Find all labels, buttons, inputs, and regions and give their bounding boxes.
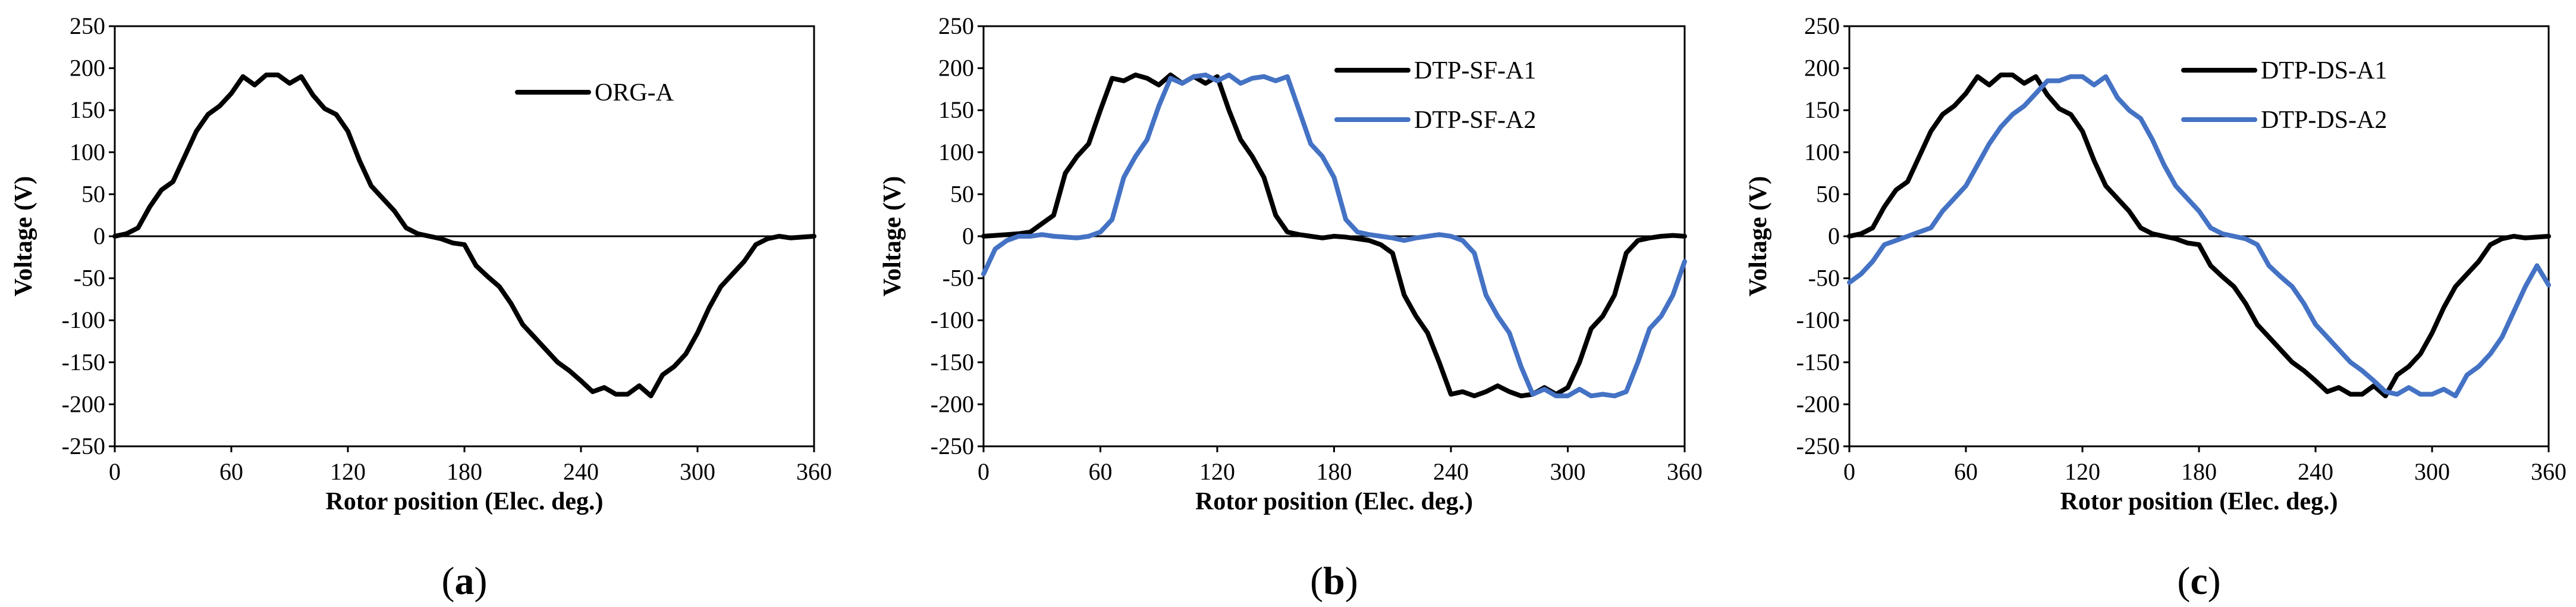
panel-c-y-tick-label: 200: [1804, 55, 1840, 82]
panel-c-y-tick-label: 100: [1804, 139, 1840, 165]
panel-b-y-tick-label: 250: [938, 12, 974, 39]
panel-a-caption-letter: a: [455, 559, 475, 603]
panel-c-series-line-2: [1847, 74, 2551, 399]
panel-a-y-tick-label: 250: [70, 12, 105, 39]
panel-b-y-tick-label: 150: [938, 96, 974, 123]
panel-a-x-tick-label: 300: [680, 458, 715, 485]
panel-a-y-tick-label: 50: [81, 180, 105, 207]
panel-a-y-tick-label: 200: [70, 55, 105, 82]
panel-c-y-tick-label: 50: [1816, 180, 1840, 207]
panel-a-caption-open: (: [442, 559, 455, 603]
panel-c-legend-label-1: DTP-DS-A1: [2261, 57, 2387, 85]
panel-b-caption-close: ): [1345, 559, 1358, 603]
panel-a-series-line-1: [112, 72, 816, 399]
panel-a-x-tick-label: 240: [563, 458, 599, 485]
panel-b-y-tick-label: -200: [931, 390, 974, 417]
panel-a-y-tick-label: -100: [62, 306, 105, 333]
panel-c-x-tick-label: 360: [2531, 458, 2566, 485]
panel-a-x-tick-label: 360: [796, 458, 832, 485]
panel-c-y-tick-label: -250: [1796, 433, 1840, 459]
panel-b-x-tick-label: 180: [1317, 458, 1352, 485]
panel-c-x-tick-label: 240: [2298, 458, 2333, 485]
panel-c-caption: (c): [2177, 559, 2220, 603]
panel-a-y-tick-label: 150: [70, 96, 105, 123]
panel-b-x-tick-label: 360: [1667, 458, 1702, 485]
panel-a-y-tick-label: -200: [62, 390, 105, 417]
panel-b-x-tick-label: 0: [978, 458, 989, 485]
panel-b-y-tick-label: -100: [931, 306, 974, 333]
panel-a-y-tick-label: 100: [70, 139, 105, 165]
panel-c-y-tick-label: -200: [1796, 390, 1840, 417]
panel-b-caption-open: (: [1310, 559, 1323, 603]
panel-a-y-tick-label: -150: [62, 349, 105, 376]
panel-c-y-tick-label: 250: [1804, 12, 1840, 39]
panel-b-legend-label-1: DTP-SF-A1: [1414, 57, 1536, 85]
panel-c-y-tick-label: 0: [1828, 223, 1840, 249]
panel-b-y-tick-label: -250: [931, 433, 974, 459]
panel-a-y-tick-label: -250: [62, 433, 105, 459]
panel-c-y-tick-label: 150: [1804, 96, 1840, 123]
panel-b-x-tick-label: 60: [1089, 458, 1113, 485]
panel-b-y-tick-label: 200: [938, 55, 974, 82]
panel-b-y-tick-label: 50: [950, 180, 974, 207]
panel-a-x-tick-label: 180: [447, 458, 482, 485]
panel-c-y-axis-label: Voltage (V): [1745, 176, 1772, 297]
panel-a-y-tick-label: -50: [74, 265, 105, 292]
panel-a-caption: (a): [442, 559, 488, 603]
panel-c-y-tick-label: -50: [1808, 265, 1840, 292]
panel-c-x-tick-label: 300: [2414, 458, 2450, 485]
panel-b-legend-label-2: DTP-SF-A2: [1414, 107, 1536, 134]
panel-b-y-tick-label: 100: [938, 139, 974, 165]
panel-c-y-tick-label: -100: [1796, 306, 1840, 333]
panel-c-series-line-1: [1847, 72, 2551, 399]
panel-c-x-axis-label: Rotor position (Elec. deg.): [2060, 488, 2338, 515]
panel-c-caption-close: ): [2208, 559, 2221, 603]
panel-b-series-line-1: [981, 72, 1687, 399]
panel-a-caption-close: ): [475, 559, 488, 603]
panel-c-caption-letter: c: [2190, 559, 2207, 603]
panel-b-y-tick-label: -50: [943, 265, 974, 292]
panel-a-x-axis-label: Rotor position (Elec. deg.): [325, 488, 603, 515]
panel-b-x-tick-label: 240: [1433, 458, 1469, 485]
panel-a-x-tick-label: 120: [330, 458, 366, 485]
panel-b-caption: (b): [1310, 559, 1358, 603]
panel-b-x-tick-label: 300: [1550, 458, 1586, 485]
panel-b-caption-letter: b: [1323, 559, 1345, 603]
panel-a-y-tick-label: 0: [93, 223, 105, 249]
panel-a-x-tick-label: 60: [219, 458, 243, 485]
panel-c-y-tick-label: -150: [1796, 349, 1840, 376]
panel-c-x-tick-label: 120: [2065, 458, 2100, 485]
panel-b-y-axis-label: Voltage (V): [879, 176, 906, 297]
panel-b-y-tick-label: 0: [962, 223, 974, 249]
panel-c-x-tick-label: 0: [1843, 458, 1855, 485]
panel-c-x-tick-label: 180: [2181, 458, 2217, 485]
panel-b-x-axis-label: Rotor position (Elec. deg.): [1195, 488, 1473, 515]
panel-a-y-axis-label: Voltage (V): [10, 176, 37, 297]
panel-b-y-tick-label: -150: [931, 349, 974, 376]
panel-c-legend-label-2: DTP-DS-A2: [2261, 107, 2387, 134]
panel-b-series-line-2: [981, 72, 1687, 399]
panel-b-x-tick-label: 120: [1199, 458, 1235, 485]
panel-a-x-tick-label: 0: [109, 458, 121, 485]
panel-c-x-tick-label: 60: [1954, 458, 1978, 485]
panel-c-caption-open: (: [2177, 559, 2190, 603]
panel-a-legend-label-1: ORG-A: [595, 79, 674, 107]
